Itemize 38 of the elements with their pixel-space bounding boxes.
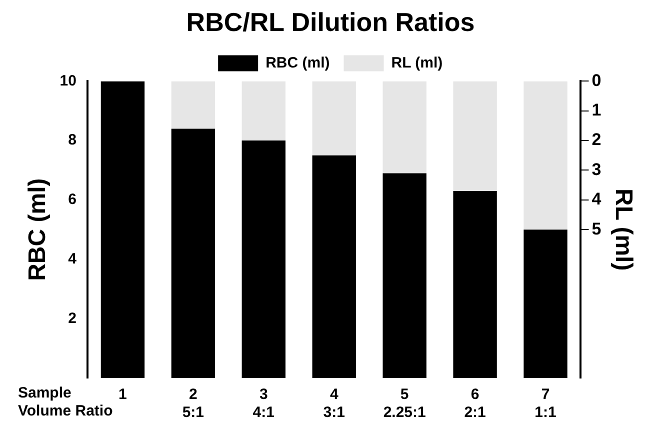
bar <box>453 81 497 192</box>
x-tick-label: 7 1:1 <box>534 386 556 422</box>
bar <box>524 230 568 378</box>
bar <box>524 81 568 230</box>
chart-title: RBC/RL Dilution Ratios <box>186 6 475 37</box>
y2-tick-label: 5 <box>592 219 602 238</box>
bar <box>171 128 216 378</box>
y2-tick-label: 2 <box>592 130 602 150</box>
bar <box>382 173 426 378</box>
bar <box>171 81 216 129</box>
x-tick-label: 4 3:1 <box>323 386 345 422</box>
x-tick-label: 2 5:1 <box>182 386 204 422</box>
bar <box>312 81 356 156</box>
bar <box>242 140 286 378</box>
y-tick-label: 10 <box>60 72 76 90</box>
text: Sample <box>18 384 72 402</box>
y-tick-label: 8 <box>68 132 76 149</box>
x-tick-label: 3 4:1 <box>252 386 274 422</box>
x-tick-label: 1 <box>118 386 127 404</box>
y-tick-label: 2 <box>68 310 76 327</box>
legend-label: RL (ml) <box>391 54 443 72</box>
y-tick-label: 6 <box>68 191 76 208</box>
bar <box>242 81 286 141</box>
bar <box>100 81 145 378</box>
x-tick-label: 5 2.25:1 <box>383 386 426 422</box>
y2-tick-label: 1 <box>592 100 602 120</box>
bar <box>312 155 356 378</box>
y-tick-label: 4 <box>68 250 78 268</box>
text: Volume Ratio <box>18 402 113 420</box>
bar <box>453 191 497 378</box>
y2-tick-label: 0 <box>592 70 602 90</box>
x-tick-label: 6 2:1 <box>464 386 486 422</box>
y2-axis-title: RL (ml) <box>610 188 637 271</box>
legend-label: RBC (ml) <box>266 54 330 72</box>
y2-tick-label: 3 <box>592 160 602 179</box>
y2-tick-label: 4 <box>592 190 602 209</box>
y-axis-title: RBC (ml) <box>24 178 52 281</box>
bar <box>382 81 426 174</box>
